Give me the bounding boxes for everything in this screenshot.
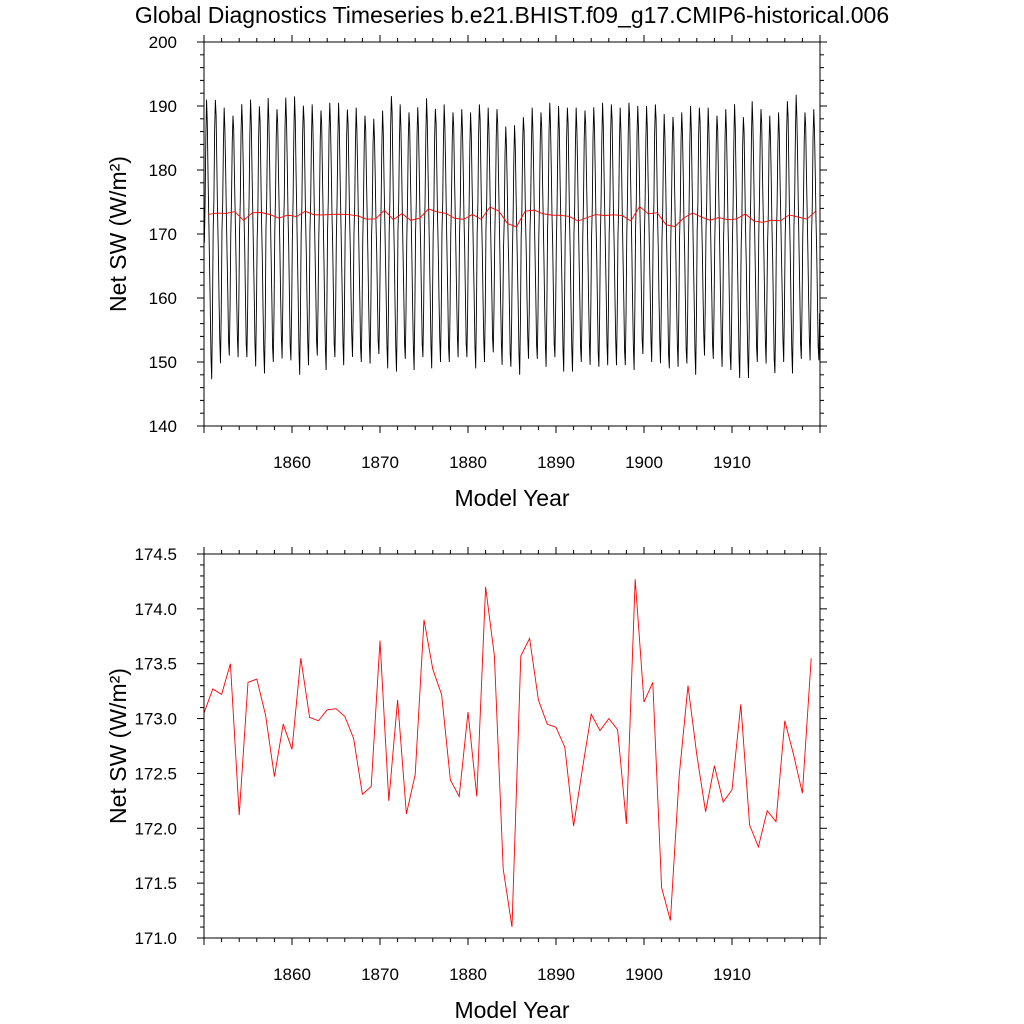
x-axis-title: Model Year (454, 997, 569, 1023)
series-line-monthly (204, 94, 820, 380)
y-tick-label: 200 (149, 33, 177, 52)
x-tick-label: 1900 (625, 965, 663, 984)
y-axis-title: Net SW (W/m²) (105, 156, 131, 312)
x-tick-label: 1880 (449, 453, 487, 472)
y-tick-label: 172.5 (134, 764, 177, 783)
x-tick-label: 1910 (713, 453, 751, 472)
series-line-annual (204, 579, 812, 928)
plot-frame (203, 553, 821, 939)
y-tick-label: 180 (149, 161, 177, 180)
y-tick-label: 173.5 (134, 655, 177, 674)
chart-top: 1860 1870 1880 1890 1900 1910 140 150 160 170 180 1… (105, 33, 827, 511)
figure-title: Global Diagnostics Timeseries b.e21.BHIS… (134, 2, 890, 28)
x-tick-label: 1860 (273, 453, 311, 472)
x-tick-label: 1880 (449, 965, 487, 984)
x-tick-label: 1870 (361, 965, 399, 984)
y-tick-label: 174.0 (134, 600, 177, 619)
y-tick-label: 174.5 (134, 545, 177, 564)
x-axis-title: Model Year (454, 485, 569, 511)
x-tick-label: 1860 (273, 965, 311, 984)
y-tick-label: 170 (149, 225, 177, 244)
y-tick-label: 140 (149, 417, 177, 436)
y-tick-label: 190 (149, 97, 177, 116)
y-tick-label: 150 (149, 353, 177, 372)
x-tick-label: 1870 (361, 453, 399, 472)
y-tick-label: 160 (149, 289, 177, 308)
chart-bottom: 1860 1870 1880 1890 1900 1910 171.0 171.5 172.0 1… (105, 545, 827, 1023)
x-tick-label: 1890 (537, 965, 575, 984)
x-tick-label: 1900 (625, 453, 663, 472)
plot-frame (203, 41, 821, 427)
y-tick-label: 171.0 (134, 929, 177, 948)
y-tick-label: 172.0 (134, 819, 177, 838)
x-tick-label: 1910 (713, 965, 751, 984)
y-tick-label: 173.0 (134, 710, 177, 729)
y-tick-label: 171.5 (134, 874, 177, 893)
y-axis-title: Net SW (W/m²) (105, 668, 131, 824)
series-line-annual (208, 205, 816, 228)
x-tick-label: 1890 (537, 453, 575, 472)
